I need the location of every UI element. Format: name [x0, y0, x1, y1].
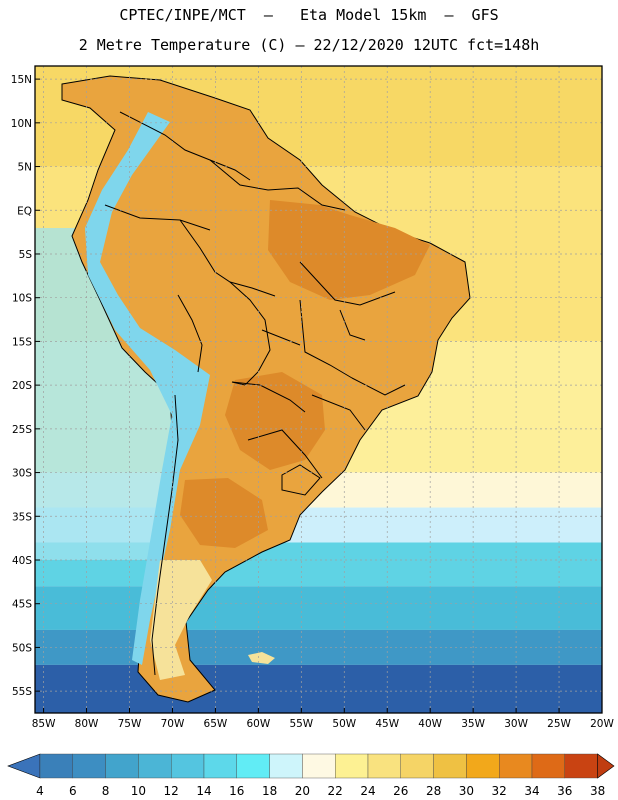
- lon-label: 45W: [375, 718, 399, 730]
- colorbar-swatch: [335, 753, 369, 779]
- colorbar-label: 18: [262, 784, 277, 798]
- border-paraguay: [231, 381, 306, 413]
- lon-label: 80W: [75, 718, 99, 730]
- border-venezuela-brazil: [209, 159, 346, 211]
- colorbar-swatch: [400, 753, 434, 779]
- lat-label: 30S: [12, 468, 32, 480]
- colorbar: 4 6 8 10 12 14 16 18 20 22 24 26 28 30 32 34 36 38: [7, 753, 615, 798]
- colorbar-label: 4: [36, 784, 44, 798]
- lon-label: 35W: [461, 718, 485, 730]
- lon-label: 20W: [590, 718, 614, 730]
- lat-label: 10S: [12, 293, 32, 305]
- colorbar-swatch: [236, 753, 270, 779]
- lat-label: 45S: [12, 599, 32, 611]
- border-chile-argentina: [151, 394, 179, 676]
- colorbar-label: 24: [360, 784, 375, 798]
- map-subtitle: 2 Metre Temperature (C) – 22/12/2020 12U…: [78, 36, 540, 54]
- colorbar-swatch: [269, 753, 303, 779]
- lon-label: 50W: [332, 718, 356, 730]
- colorbar-label: 26: [393, 784, 408, 798]
- border-colombia-venezuela: [119, 111, 251, 181]
- border-brazil-states: [261, 261, 406, 431]
- colorbar-swatch: [433, 753, 467, 779]
- border-uruguay: [281, 464, 321, 496]
- colorbar-label: 30: [459, 784, 474, 798]
- lon-label: 25W: [547, 718, 571, 730]
- lon-label: 55W: [289, 718, 313, 730]
- colorbar-swatch: [466, 753, 500, 779]
- map-title: CPTEC/INPE/MCT – Eta Model 15km – GFS: [119, 6, 499, 24]
- lat-label: 55S: [12, 686, 32, 698]
- lat-label: 5S: [19, 249, 33, 261]
- lon-label: 75W: [118, 718, 142, 730]
- lon-label: 65W: [204, 718, 228, 730]
- lon-label: 60W: [246, 718, 270, 730]
- lat-label: 15S: [12, 336, 32, 348]
- colorbar-label: 32: [492, 784, 507, 798]
- colorbar-swatch: [367, 753, 401, 779]
- colorbar-label: 38: [590, 784, 605, 798]
- colorbar-swatch: [302, 753, 336, 779]
- colorbar-label: 12: [164, 784, 179, 798]
- andes-cool-strip: [85, 112, 210, 665]
- colorbar-swatch: [499, 753, 533, 779]
- colorbar-swatch: [564, 753, 598, 779]
- lon-label: 40W: [418, 718, 442, 730]
- lat-label: 40S: [12, 555, 32, 567]
- colorbar-label: 14: [196, 784, 211, 798]
- colorbar-swatch: [203, 753, 237, 779]
- longitude-axis: 85W 80W 75W 70W 65W 60W 55W 50W 45W 40W 35W 30W 25W 2…: [32, 708, 614, 730]
- colorbar-label: 6: [69, 784, 77, 798]
- lat-label: 10N: [11, 118, 32, 130]
- colorbar-label: 34: [524, 784, 539, 798]
- colorbar-right-arrow: [597, 753, 615, 779]
- hot-zone-north-brazil: [268, 200, 430, 300]
- border-bolivia-peru: [177, 294, 203, 373]
- patagonia-mild-zone: [150, 560, 212, 680]
- lat-label: 15N: [11, 74, 32, 86]
- colorbar-swatch: [170, 753, 205, 779]
- lon-label: 70W: [161, 718, 185, 730]
- lat-label: EQ: [17, 205, 32, 217]
- lat-label: 20S: [12, 380, 32, 392]
- lon-label: 85W: [32, 718, 56, 730]
- colorbar-label: 20: [295, 784, 310, 798]
- hot-zone-south-brazil: [225, 372, 325, 470]
- hot-zone-argentina: [180, 478, 268, 548]
- colorbar-label: 22: [328, 784, 343, 798]
- lat-label: 25S: [12, 424, 32, 436]
- colorbar-label: 10: [131, 784, 146, 798]
- latitude-axis: 15N 10N 5N EQ 5S 10S 15S 20S 25S 30S 35S 40S 45S 50S 5…: [11, 74, 40, 698]
- pacific-cool-zone: [35, 228, 172, 560]
- colorbar-swatch: [531, 753, 565, 779]
- lon-label: 30W: [504, 718, 528, 730]
- ocean-band-8: [35, 664, 602, 713]
- border-peru-brazil: [179, 219, 276, 297]
- map-plot-area: [35, 66, 602, 713]
- ocean-band-6: [35, 586, 602, 630]
- colorbar-swatch: [138, 753, 172, 779]
- colorbar-label: 16: [229, 784, 244, 798]
- colorbar-label: 8: [102, 784, 110, 798]
- colorbar-left-arrow: [7, 753, 41, 779]
- map-frame: [34, 65, 603, 714]
- colorbar-label: 28: [426, 784, 441, 798]
- colorbar-swatch: [105, 753, 139, 779]
- lat-label: 35S: [12, 511, 32, 523]
- border-colombia-peru: [104, 204, 211, 231]
- colorbar-label: 36: [557, 784, 572, 798]
- lat-label: 5N: [17, 162, 32, 174]
- lat-label: 50S: [12, 642, 32, 654]
- colorbar-swatch: [39, 753, 73, 779]
- border-argentina-brazil: [247, 429, 323, 479]
- colorbar-swatch: [72, 753, 106, 779]
- falkland-islands: [248, 652, 275, 664]
